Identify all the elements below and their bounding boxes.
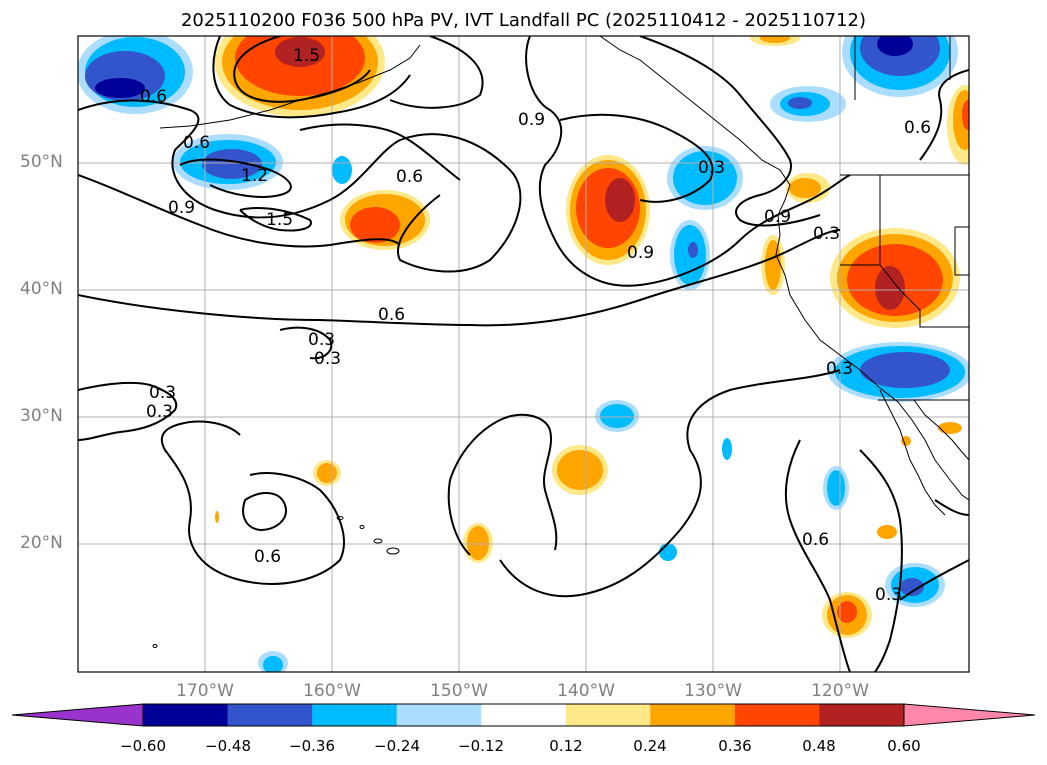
- colorbar-segment: [819, 704, 905, 726]
- contour-label: 0.9: [627, 243, 654, 263]
- colorbar-tick: −0.36: [289, 737, 335, 755]
- contour-label: 0.3: [813, 224, 840, 244]
- contour-label: 1.5: [293, 46, 320, 66]
- lat-label: 40°N: [20, 279, 63, 299]
- plot-frame: [77, 35, 970, 673]
- lat-label: 20°N: [20, 533, 63, 553]
- colorbar-segment: [481, 704, 567, 726]
- contour-label: 1.5: [266, 210, 293, 230]
- colorbar-extend-low: [11, 703, 144, 727]
- colorbar-extend-high: [903, 703, 1036, 727]
- contour-label: 0.6: [904, 118, 931, 138]
- colorbar-segment: [227, 704, 313, 726]
- contour-label: 0.6: [140, 87, 167, 107]
- colorbar-segment: [650, 704, 736, 726]
- contour-label: 0.9: [168, 198, 195, 218]
- contour-label: 0.9: [764, 207, 791, 227]
- coastline: [152, 36, 969, 648]
- colorbar-tick: −0.48: [205, 737, 251, 755]
- colorbar-segment: [565, 704, 651, 726]
- contour-label: 0.6: [254, 547, 281, 567]
- contour-label: 0.6: [183, 133, 210, 153]
- grid-lines: [78, 36, 969, 672]
- pv-contours: [78, 36, 969, 672]
- map-title: 2025110200 F036 500 hPa PV, IVT Landfall…: [180, 10, 867, 31]
- contour-label: 0.3: [308, 330, 335, 350]
- contour-label: 0.9: [518, 110, 545, 130]
- contour-label: 0.6: [802, 530, 829, 550]
- contour-label: 0.3: [826, 359, 853, 379]
- colorbar-tick: 0.24: [633, 737, 667, 755]
- lon-label: 140°W: [557, 681, 615, 701]
- fill-layer: [78, 36, 969, 672]
- colorbar-tick: 0.60: [887, 737, 921, 755]
- lon-label: 150°W: [430, 681, 488, 701]
- contour-label: 0.3: [875, 585, 902, 605]
- contour-label: 0.3: [698, 158, 725, 178]
- contour-label-layer: 1.5 0.6 0.6 0.9 0.6 1.2 0.9 1.5 0.6 0.3 …: [140, 46, 931, 605]
- colorbar-tick: 0.36: [718, 737, 752, 755]
- colorbar-segment: [312, 704, 398, 726]
- colorbar-tick: −0.12: [458, 737, 504, 755]
- contour-label: 1.2: [241, 166, 268, 186]
- contour-label: 0.3: [314, 349, 341, 369]
- colorbar-segment: [734, 704, 820, 726]
- colorbar-tick: −0.60: [120, 737, 166, 755]
- colorbar-segment: [396, 704, 482, 726]
- colorbar-segment: [143, 704, 229, 726]
- lat-label: 30°N: [20, 406, 63, 426]
- lon-label: 120°W: [811, 681, 869, 701]
- colorbar-tick: −0.24: [374, 737, 420, 755]
- colorbar-frame: [142, 703, 905, 727]
- colorbar-tick: 0.12: [549, 737, 583, 755]
- contour-label: 0.6: [396, 167, 423, 187]
- contour-label: 0.6: [378, 305, 405, 325]
- colorbar-tick: 0.48: [802, 737, 836, 755]
- lon-label: 130°W: [684, 681, 742, 701]
- lon-label: 160°W: [303, 681, 361, 701]
- lat-label: 50°N: [20, 152, 63, 172]
- contour-label: 0.3: [146, 402, 173, 422]
- contour-label: 0.3: [149, 383, 176, 403]
- lon-label: 170°W: [176, 681, 234, 701]
